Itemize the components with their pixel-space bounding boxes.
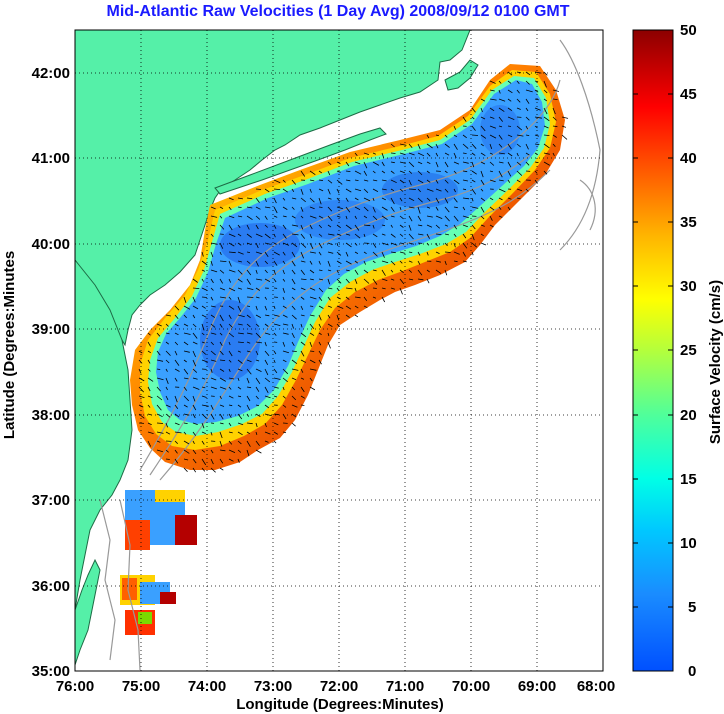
plot-frame bbox=[74, 29, 604, 672]
x-axis-label: Longitude (Degrees:Minutes) bbox=[236, 696, 444, 713]
colorbar-tick-label: 25 bbox=[680, 342, 697, 359]
y-tick-label: 41:00 bbox=[32, 150, 70, 167]
colorbar-tick-label: 20 bbox=[680, 407, 697, 424]
y-tick-label: 40:00 bbox=[32, 236, 70, 253]
y-tick-label: 36:00 bbox=[32, 578, 70, 595]
x-tick-label: 75:00 bbox=[122, 678, 160, 695]
y-tick-label: 38:00 bbox=[32, 407, 70, 424]
colorbar-tick-label: 35 bbox=[680, 214, 697, 231]
land-mass bbox=[75, 30, 479, 666]
colorbar-tick-label: 5 bbox=[688, 599, 696, 616]
colorbar-tick-label: 30 bbox=[680, 278, 697, 295]
x-axis-ticks: 76:00 75:00 74:00 73:00 72:00 71:00 70:0… bbox=[56, 678, 615, 695]
bathymetry-contours bbox=[99, 39, 601, 671]
y-axis-label: Latitude (Degrees:Minutes bbox=[1, 251, 18, 439]
grid-lines bbox=[75, 30, 603, 671]
y-tick-label: 39:00 bbox=[32, 321, 70, 338]
colorbar-tick-label: 10 bbox=[680, 535, 697, 552]
x-tick-label: 74:00 bbox=[188, 678, 226, 695]
colorbar-tick-label: 0 bbox=[688, 663, 696, 680]
colorbar-tick-label: 45 bbox=[680, 86, 697, 103]
colorbar: 50 45 40 35 30 25 20 15 10 5 0 Surface V… bbox=[632, 22, 724, 680]
x-tick-label: 72:00 bbox=[320, 678, 358, 695]
y-tick-label: 37:00 bbox=[32, 492, 70, 509]
y-tick-label: 35:00 bbox=[32, 663, 70, 680]
plot-area bbox=[75, 30, 603, 671]
x-tick-label: 69:00 bbox=[518, 678, 556, 695]
x-tick-label: 70:00 bbox=[452, 678, 490, 695]
x-tick-label: 73:00 bbox=[254, 678, 292, 695]
chart-title: Mid-Atlantic Raw Velocities (1 Day Avg) … bbox=[107, 3, 570, 20]
colorbar-tick-label: 40 bbox=[680, 150, 697, 167]
colorbar-tick-label: 15 bbox=[680, 471, 697, 488]
colorbar-gradient bbox=[632, 29, 674, 672]
y-axis-ticks: 42:00 41:00 40:00 39:00 38:00 37:00 36:0… bbox=[32, 65, 70, 680]
colorbar-tick-label: 50 bbox=[680, 22, 697, 39]
x-tick-label: 71:00 bbox=[386, 678, 424, 695]
colorbar-label: Surface Velocity (cm/s) bbox=[707, 280, 724, 444]
x-tick-label: 68:00 bbox=[577, 678, 615, 695]
y-tick-label: 42:00 bbox=[32, 65, 70, 82]
x-tick-label: 76:00 bbox=[56, 678, 94, 695]
